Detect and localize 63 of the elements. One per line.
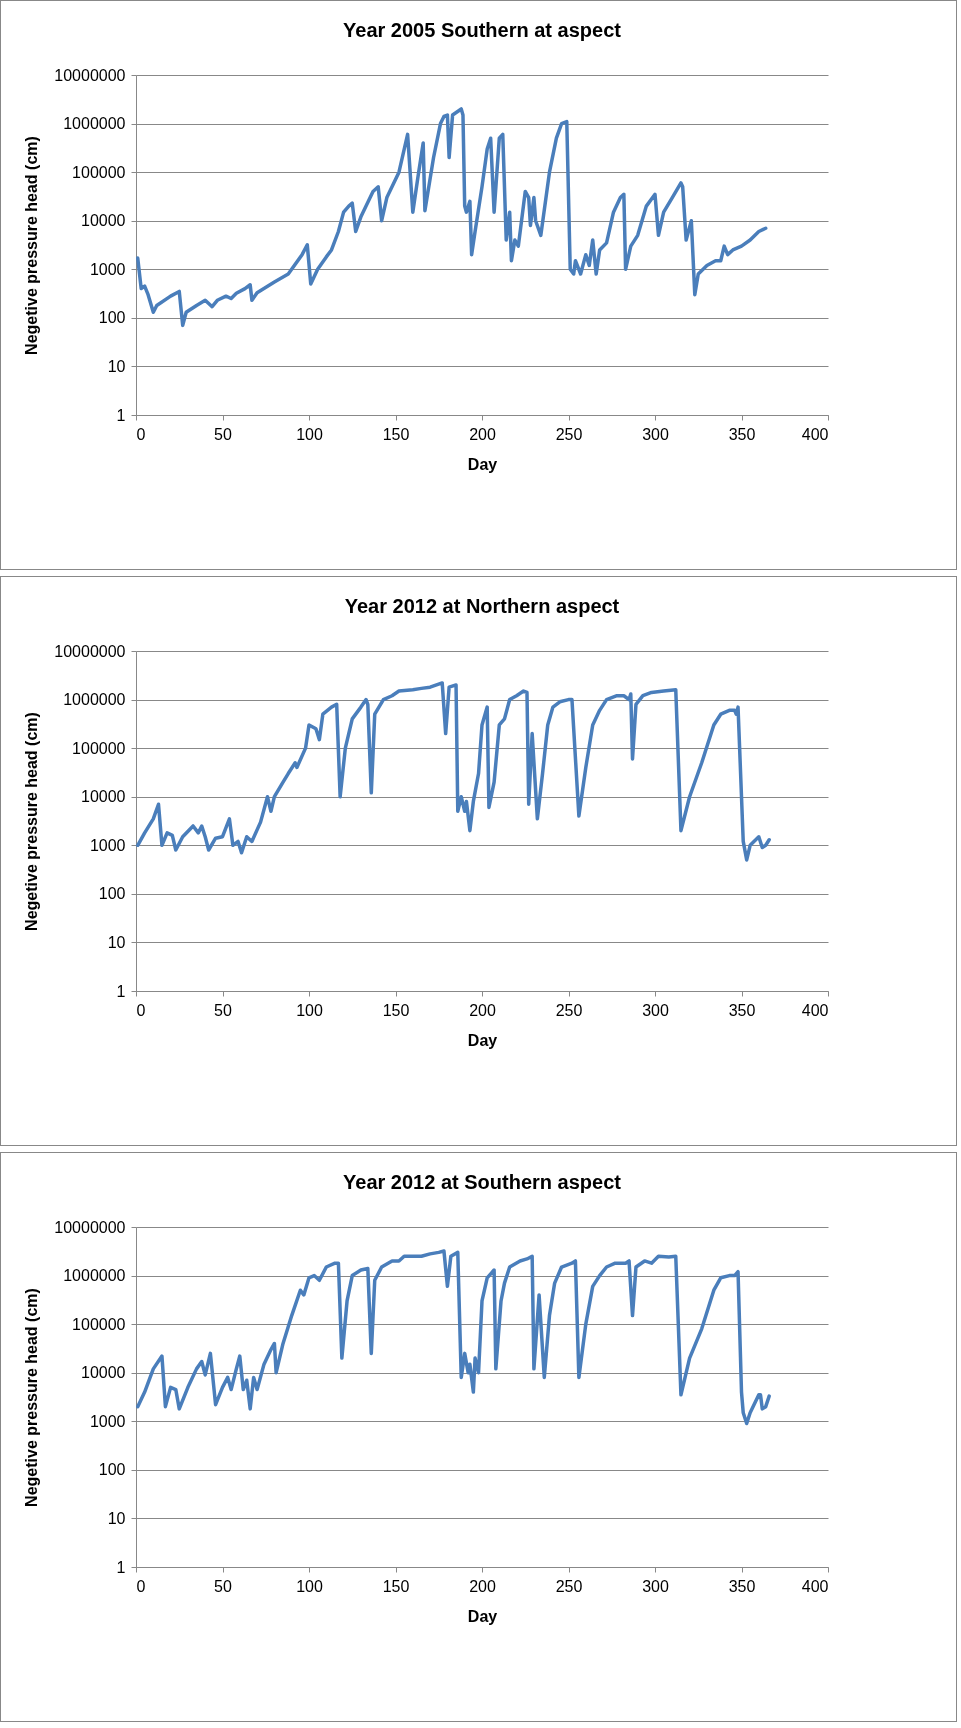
y-tick-label: 100 bbox=[98, 1461, 126, 1479]
x-tick-label: 0 bbox=[136, 425, 146, 443]
y-tick-label: 1000000 bbox=[63, 115, 126, 133]
y-tick-label: 10 bbox=[107, 357, 126, 375]
x-axis-title: Day bbox=[467, 1607, 498, 1625]
x-tick-label: 0 bbox=[136, 1577, 146, 1595]
y-tick-label: 1000000 bbox=[63, 691, 126, 709]
y-tick-label: 100000 bbox=[72, 163, 126, 181]
x-tick-label: 300 bbox=[642, 1577, 669, 1595]
y-tick-label: 1000000 bbox=[63, 1267, 126, 1285]
x-tick-label: 350 bbox=[728, 1577, 756, 1595]
y-tick-label: 1 bbox=[116, 1558, 126, 1576]
x-tick-label: 50 bbox=[214, 425, 232, 443]
x-tick-label: 100 bbox=[296, 425, 323, 443]
y-axis-title: Negetive pressure head (cm) bbox=[23, 136, 41, 355]
x-axis-title: Day bbox=[467, 455, 498, 473]
y-tick-label: 10000000 bbox=[54, 642, 126, 660]
x-tick-label: 150 bbox=[382, 425, 410, 443]
x-tick-label: 200 bbox=[469, 1577, 496, 1595]
x-axis-title: Day bbox=[467, 1031, 498, 1049]
x-tick-label: 400 bbox=[801, 1577, 829, 1595]
line-series bbox=[135, 1249, 771, 1426]
y-tick-label: 10000 bbox=[81, 1364, 126, 1382]
x-tick-label: 0 bbox=[136, 1001, 146, 1019]
x-tick-label: 350 bbox=[728, 425, 756, 443]
y-tick-label: 1 bbox=[116, 406, 126, 424]
y-tick-label: 100000 bbox=[72, 1315, 126, 1333]
x-tick-label: 200 bbox=[469, 1001, 496, 1019]
y-tick-label: 100 bbox=[98, 885, 126, 903]
y-tick-label: 10 bbox=[107, 933, 126, 951]
y-tick-label: 100 bbox=[98, 309, 126, 327]
y-tick-label: 1000 bbox=[89, 260, 126, 278]
x-tick-label: 400 bbox=[801, 425, 829, 443]
y-tick-label: 100000 bbox=[72, 739, 126, 757]
x-tick-label: 50 bbox=[214, 1001, 232, 1019]
chart-title: Year 2005 Southern at aspect bbox=[343, 19, 622, 41]
x-tick-label: 250 bbox=[555, 425, 583, 443]
x-tick-label: 300 bbox=[642, 1001, 669, 1019]
y-tick-label: 1 bbox=[116, 982, 126, 1000]
x-tick-label: 400 bbox=[801, 1001, 829, 1019]
x-tick-label: 350 bbox=[728, 1001, 756, 1019]
y-tick-label: 1000 bbox=[89, 1412, 126, 1430]
x-tick-label: 150 bbox=[382, 1577, 410, 1595]
chart-title: Year 2012 at Northern aspect bbox=[344, 595, 620, 617]
y-axis-title: Negetive pressure head (cm) bbox=[23, 712, 41, 931]
line-series bbox=[135, 107, 768, 328]
chart-title: Year 2012 at Southern aspect bbox=[343, 1171, 622, 1193]
x-tick-label: 250 bbox=[555, 1577, 583, 1595]
y-tick-label: 1000 bbox=[89, 836, 126, 854]
y-tick-label: 10 bbox=[107, 1509, 126, 1527]
y-tick-label: 10000000 bbox=[54, 1218, 126, 1236]
x-tick-label: 100 bbox=[296, 1001, 323, 1019]
y-axis-title: Negetive pressure head (cm) bbox=[23, 1288, 41, 1507]
y-tick-label: 10000 bbox=[81, 788, 126, 806]
y-tick-label: 10000000 bbox=[54, 66, 126, 84]
x-tick-label: 250 bbox=[555, 1001, 583, 1019]
line-series bbox=[135, 681, 771, 862]
x-tick-label: 300 bbox=[642, 425, 669, 443]
x-tick-label: 50 bbox=[214, 1577, 232, 1595]
x-tick-label: 150 bbox=[382, 1001, 410, 1019]
x-tick-label: 200 bbox=[469, 425, 496, 443]
y-tick-label: 10000 bbox=[81, 212, 126, 230]
x-tick-label: 100 bbox=[296, 1577, 323, 1595]
